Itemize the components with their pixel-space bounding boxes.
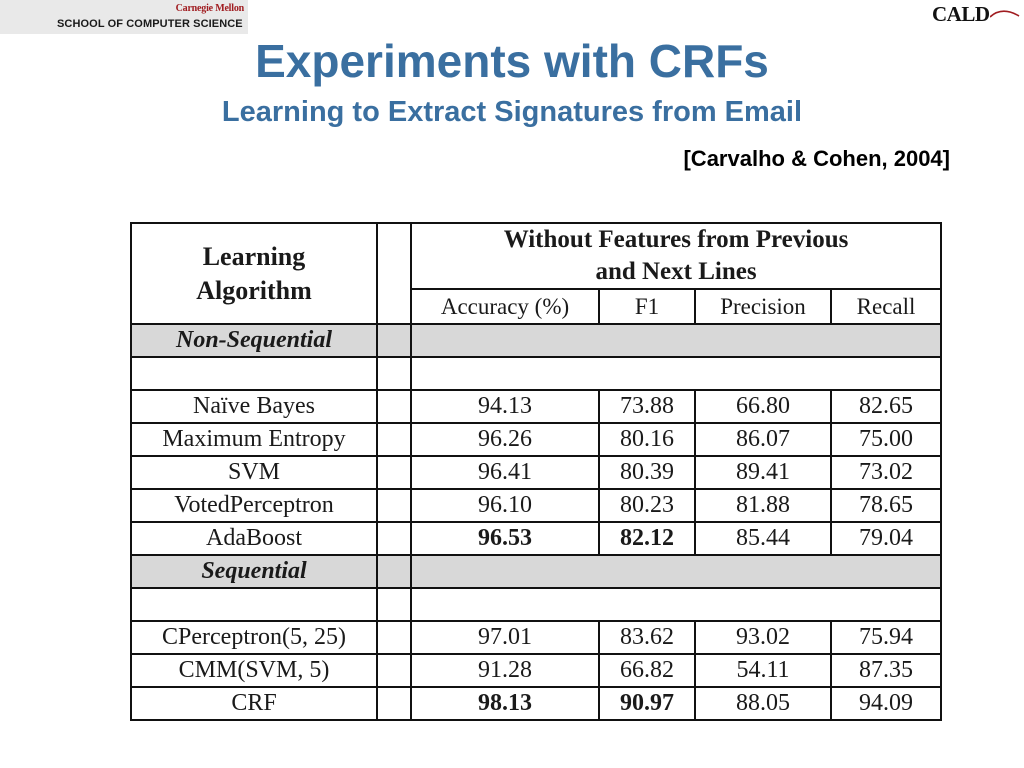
recall-cell: 75.00 — [829, 422, 943, 457]
accuracy-cell: 96.53 — [410, 521, 600, 556]
column-header-precision: Precision — [694, 288, 832, 325]
feature-group-header-line2: and Next Lines — [595, 258, 757, 285]
carnegie-mellon-logo: Carnegie Mellon — [175, 3, 245, 14]
school-name: SCHOOL OF COMPUTER SCIENCE — [57, 18, 243, 30]
table-row: Maximum Entropy 96.26 80.16 86.07 75.00 — [130, 422, 943, 457]
f1-cell: 73.88 — [598, 389, 696, 424]
f1-cell: 80.16 — [598, 422, 696, 457]
recall-cell: 94.09 — [829, 686, 943, 721]
f1-cell: 80.39 — [598, 455, 696, 490]
recall-cell: 82.65 — [829, 389, 943, 424]
f1-cell: 82.12 — [598, 521, 696, 556]
cald-swoosh-icon — [990, 10, 1020, 18]
gap-cell — [376, 587, 412, 622]
gap-cell — [376, 620, 412, 655]
gap-cell — [376, 653, 412, 688]
accuracy-cell: 91.28 — [410, 653, 600, 688]
section-label: Sequential — [130, 554, 378, 589]
table-row: Naïve Bayes 94.13 73.88 66.80 82.65 — [130, 389, 943, 424]
algorithm-header-line2: Algorithm — [196, 275, 312, 305]
gap-column — [376, 222, 412, 325]
precision-cell: 86.07 — [694, 422, 832, 457]
precision-cell: 81.88 — [694, 488, 832, 523]
cmu-banner: Carnegie Mellon SCHOOL OF COMPUTER SCIEN… — [0, 0, 248, 34]
table-row: CMM(SVM, 5) 91.28 66.82 54.11 87.35 — [130, 653, 943, 688]
recall-cell: 78.65 — [829, 488, 943, 523]
column-header-row: Accuracy (%) F1 Precision Recall — [131, 288, 943, 325]
column-header-accuracy: Accuracy (%) — [410, 288, 600, 325]
precision-cell: 54.11 — [694, 653, 832, 688]
f1-cell: 80.23 — [598, 488, 696, 523]
precision-cell: 93.02 — [694, 620, 832, 655]
recall-cell: 73.02 — [829, 455, 943, 490]
gap-cell — [376, 521, 412, 556]
gap-cell — [376, 686, 412, 721]
section-row: Non-Sequential — [130, 323, 943, 358]
algorithm-name: CPerceptron(5, 25) — [130, 620, 378, 655]
f1-cell: 90.97 — [598, 686, 696, 721]
recall-cell: 75.94 — [829, 620, 943, 655]
gap-cell — [376, 455, 412, 490]
section-fill — [409, 323, 943, 358]
column-header-f1: F1 — [598, 288, 696, 325]
gap-cell — [376, 488, 412, 523]
section-row: Sequential — [130, 554, 943, 589]
f1-cell: 66.82 — [598, 653, 696, 688]
table-row: CRF 98.13 90.97 88.05 94.09 — [130, 686, 943, 721]
column-header-recall: Recall — [829, 288, 943, 325]
precision-cell: 89.41 — [694, 455, 832, 490]
feature-group-header-line1: Without Features from Previous — [503, 226, 849, 253]
accuracy-cell: 98.13 — [410, 686, 600, 721]
gap-cell — [376, 422, 412, 457]
table-row: CPerceptron(5, 25) 97.01 83.62 93.02 75.94 — [130, 620, 943, 655]
citation: [Carvalho & Cohen, 2004] — [683, 146, 950, 171]
algorithm-name: VotedPerceptron — [130, 488, 378, 523]
table-row: SVM 96.41 80.39 89.41 73.02 — [130, 455, 943, 490]
section-fill — [409, 554, 943, 589]
algorithm-name: SVM — [130, 455, 378, 490]
gap-cell — [376, 554, 412, 589]
algorithm-name: CRF — [130, 686, 378, 721]
algorithm-header-line1: Learning — [202, 241, 306, 271]
results-table: Learning Algorithm Without Features from… — [130, 222, 943, 721]
blank-row — [130, 356, 943, 391]
gap-cell — [376, 389, 412, 424]
table-header-row: Learning Algorithm Without Features from… — [130, 222, 943, 325]
algorithm-name: Naïve Bayes — [130, 389, 378, 424]
algorithm-header: Learning Algorithm — [130, 222, 378, 325]
recall-cell: 79.04 — [829, 521, 943, 556]
precision-cell: 66.80 — [694, 389, 832, 424]
blank-cell — [409, 587, 943, 622]
cald-logo-text: CALD — [932, 2, 990, 26]
cald-logo: CALD — [932, 2, 1020, 28]
precision-cell: 85.44 — [694, 521, 832, 556]
table-row: AdaBoost 96.53 82.12 85.44 79.04 — [130, 521, 943, 556]
accuracy-cell: 96.10 — [410, 488, 600, 523]
algorithm-name: AdaBoost — [130, 521, 378, 556]
f1-cell: 83.62 — [598, 620, 696, 655]
recall-cell: 87.35 — [829, 653, 943, 688]
slide-subtitle: Learning to Extract Signatures from Emai… — [221, 96, 803, 128]
precision-cell: 88.05 — [694, 686, 832, 721]
accuracy-cell: 96.26 — [410, 422, 600, 457]
accuracy-cell: 96.41 — [410, 455, 600, 490]
accuracy-cell: 97.01 — [410, 620, 600, 655]
accuracy-cell: 94.13 — [410, 389, 600, 424]
section-label: Non-Sequential — [130, 323, 378, 358]
algorithm-name: Maximum Entropy — [130, 422, 378, 457]
results-table-container: Learning Algorithm Without Features from… — [130, 222, 943, 760]
algorithm-name: CMM(SVM, 5) — [130, 653, 378, 688]
slide-title: Experiments with CRFs — [255, 35, 769, 87]
gap-cell — [376, 323, 412, 358]
blank-cell — [409, 356, 943, 391]
blank-cell — [130, 356, 378, 391]
blank-row — [130, 587, 943, 622]
blank-cell — [130, 587, 378, 622]
table-row: VotedPerceptron 96.10 80.23 81.88 78.65 — [130, 488, 943, 523]
feature-group-header: Without Features from Previous and Next … — [409, 222, 943, 290]
gap-cell — [376, 356, 412, 391]
